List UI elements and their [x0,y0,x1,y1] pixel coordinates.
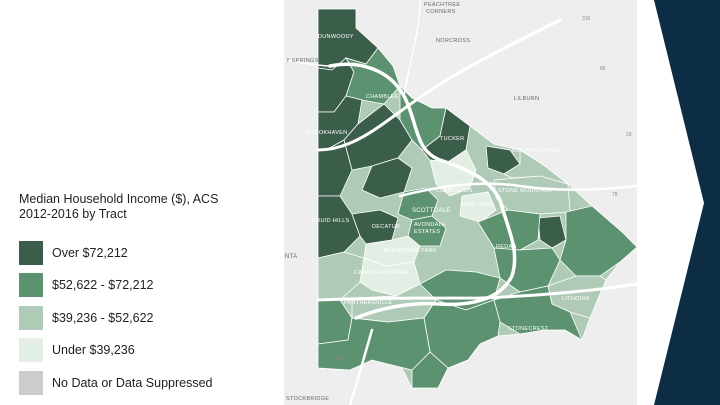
legend-swatch-gray [19,370,43,395]
label-stockbridge: STOCKBRIDGE [286,396,329,402]
legend-title: Median Household Income ($), ACS 2012-20… [19,192,219,221]
legend-item-over-72212: Over $72,212 [19,240,259,265]
legend-swatch-medium-green [19,273,43,297]
legend-item-52622-72212: $52,622 - $72,212 [19,273,259,298]
label-lilburn: LILBURN [514,96,539,102]
legend-label: $52,622 - $72,212 [52,278,154,292]
road-north [403,0,421,97]
label-nta: NTA [285,254,297,260]
label-pine-lake: PINE LAKE [462,202,493,208]
tract-redan-east [537,215,567,249]
legend-label: No Data or Data Suppressed [52,375,213,390]
legend-label: $39,236 - $52,622 [52,310,154,325]
navy-chevron-decoration [654,0,720,405]
tract-south-tip [411,351,449,389]
chevron-shape [654,0,720,405]
legend-item-under-39236: Under $39,236 [19,338,259,363]
label-candler-mcafee: CANDLER-MCAFEE [354,270,409,276]
shield-675: 675 [336,356,345,362]
label-chamblee: CHAMBLEE [366,94,399,100]
tract-pine-lake [459,191,497,223]
map-legend: Median Household Income ($), ACS 2012-20… [19,192,259,403]
label-belvedere-park: BELVEDERE PARK [384,248,437,254]
legend-item-39236-52622: $39,236 - $52,622 [19,305,259,330]
income-map: PEACHTREE CORNERS DUNWOODY NORCROSS Y SP… [284,0,637,405]
label-mountain-park: MOUNTAIN PARK [512,148,561,154]
tract-east-big [559,205,637,277]
label-stonecrest: STONECREST [508,326,549,332]
map-canvas: PEACHTREE CORNERS DUNWOODY NORCROSS Y SP… [284,0,637,405]
label-stone-mountain: STONE MOUNTAIN [498,188,552,194]
label-dunwoody: DUNWOODY [318,34,354,40]
label-decatur: DECATUR [372,224,400,230]
legend-swatch-pale-green [19,338,43,362]
legend-items: Over $72,212 $52,622 - $72,212 $39,236 -… [19,240,259,395]
interstate-85 [316,18,562,152]
roads [284,0,637,405]
road-shields: 316 29 85 78 20 675 [336,16,632,362]
label-clarkston: CLARKSTON [436,188,472,194]
legend-label: Under $39,236 [52,343,135,357]
label-avondale-1: AVONDALE [414,222,446,228]
tract-chamblee [345,47,401,105]
tract-stonecrest [493,285,583,341]
legend-label: Over $72,212 [52,245,128,260]
tract-east-north [503,149,569,185]
interstate-675 [348,328,374,405]
label-scottdale: SCOTTDALE [412,208,451,214]
legend-item-no-data: No Data or Data Suppressed [19,370,259,395]
highway-78 [398,182,637,198]
label-brookhaven: BROOKHAVEN [306,130,347,136]
shield-85: 85 [600,66,606,72]
place-labels: PEACHTREE CORNERS DUNWOODY NORCROSS Y SP… [285,2,590,402]
shield-316: 316 [582,16,591,22]
legend-swatch-light-green [19,305,43,330]
shield-20: 20 [538,303,544,309]
label-peachtree-corners-1: PEACHTREE [424,2,460,8]
interstate-20 [316,282,637,302]
shield-78: 78 [612,192,618,198]
label-peachtree-corners-2: CORNERS [426,9,456,15]
label-avondale-2: ESTATES [414,229,440,235]
legend-swatch-dark-green [19,240,43,265]
label-lithonia: LITHONIA [562,296,590,302]
label-y-springs: Y SPRINGS [286,58,319,64]
label-druid-hills: DRUID HILLS [312,218,350,224]
label-norcross: NORCROSS [436,38,470,44]
shield-29: 29 [626,132,632,138]
label-redan: REDAN [496,244,517,250]
label-tucker: TUCKER [440,136,464,142]
road-west [284,59,331,67]
label-panthersville: PANTHERSVILLE [344,300,392,306]
